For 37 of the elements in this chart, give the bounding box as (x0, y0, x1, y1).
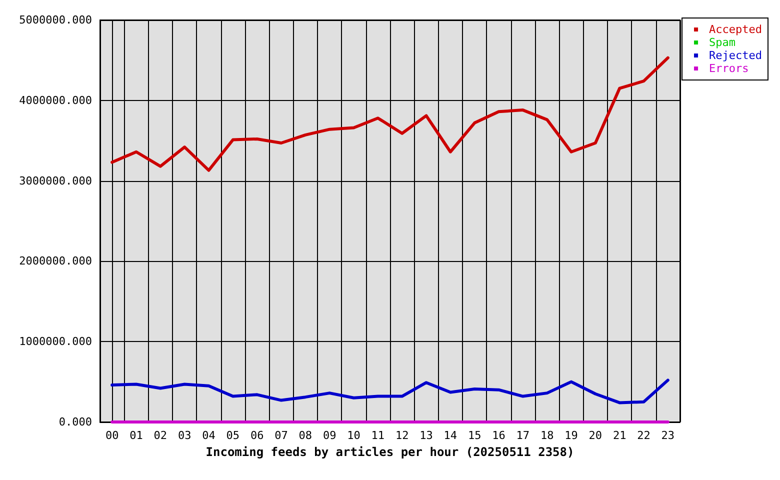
x-tick-label: 21 (612, 429, 626, 442)
line-series (110, 378, 670, 404)
line-series (110, 56, 670, 172)
x-tick-label: 12 (395, 429, 409, 442)
y-tick-label: 2000000.000 (19, 254, 92, 268)
x-tick-label: 07 (274, 429, 288, 442)
y-tick-label: 1000000.000 (19, 335, 92, 348)
x-tick-label: 23 (661, 429, 675, 442)
legend-label: Errors (709, 62, 749, 75)
x-axis-title: Incoming feeds by articles per hour (20250511 2358) (206, 445, 574, 459)
x-tick-label: 17 (516, 429, 530, 442)
x-tick-label: 08 (298, 429, 312, 442)
x-tick-label: 13 (420, 429, 433, 442)
x-tick-label: 14 (444, 429, 458, 442)
x-tick-label: 05 (226, 429, 240, 442)
y-tick-label: 5000000.000 (19, 14, 92, 26)
legend-label: Accepted (709, 23, 762, 36)
x-tick-label: 19 (564, 429, 578, 442)
x-tick-label: 18 (540, 429, 554, 442)
x-tick-label: 16 (492, 429, 506, 442)
x-tick-label: 00 (105, 429, 119, 442)
x-tick-label: 22 (637, 429, 650, 442)
x-tick-label: 02 (154, 429, 168, 442)
x-tick-label: 03 (178, 429, 192, 442)
y-tick-label: 3000000.000 (19, 174, 92, 188)
legend-label: Spam (709, 36, 736, 49)
x-tick-label: 20 (588, 429, 602, 442)
x-tick-label: 06 (250, 429, 264, 442)
x-tick-label: 11 (371, 429, 385, 442)
x-tick-label: 10 (347, 429, 360, 442)
y-tick-label: 4000000.000 (19, 94, 92, 107)
x-tick-label: 01 (130, 429, 143, 442)
x-tick-label: 04 (202, 429, 216, 442)
x-tick-label: 15 (468, 429, 482, 442)
legend-label: Rejected (709, 49, 762, 62)
y-tick-label: 0.000 (58, 416, 92, 428)
x-tick-label: 09 (322, 429, 336, 442)
